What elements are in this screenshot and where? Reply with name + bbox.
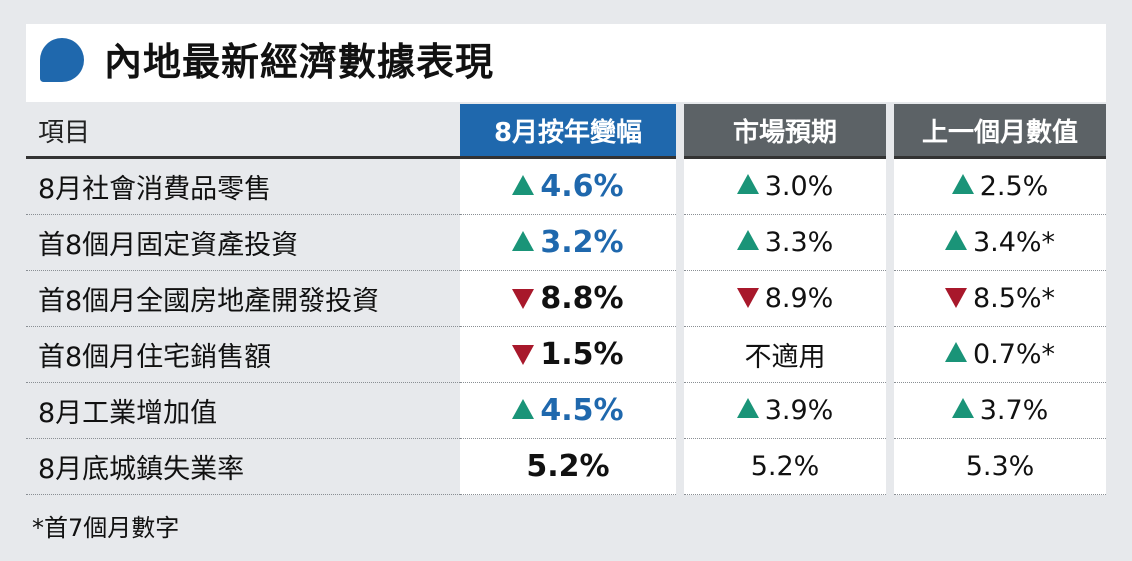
cell-value: 3.0% [764,171,834,202]
market-expectation-cell: 8.9% [680,270,894,327]
up-arrow-icon [512,175,535,195]
cell-value: 4.5% [540,393,624,428]
table-row: 8月社會消費品零售 4.6% 3.0% 2.5% [26,157,1106,215]
cell-value: 5.2% [526,449,610,484]
yoy-change-cell: 4.6% [460,157,684,215]
row-label: 首8個月住宅銷售額 [26,326,460,383]
market-expectation-cell: 3.9% [680,382,894,439]
cell-value: 不適用 [744,342,826,373]
table-header-row: 項目 8月按年變幅 市場預期 上一個月數值 [26,104,1106,159]
up-arrow-icon [951,174,974,194]
header-yoy-change: 8月按年變幅 [460,104,684,159]
table-row: 8月工業增加值 4.5% 3.9% 3.7% [26,382,1106,439]
yoy-change-cell: 3.2% [460,214,684,271]
cell-value: 3.9% [764,395,834,426]
previous-month-cell: 5.3% [890,438,1106,495]
row-label: 8月社會消費品零售 [26,157,460,215]
yoy-change-cell: 5.2% [460,438,684,495]
row-label: 8月工業增加值 [26,382,460,439]
cell-value: 8.8% [540,281,624,316]
table-row: 首8個月全國房地產開發投資 8.8% 8.9% 8.5%* [26,270,1106,327]
footnote: *首7個月數字 [32,514,180,542]
previous-month-cell: 2.5% [890,157,1106,215]
economic-data-table: 項目 8月按年變幅 市場預期 上一個月數值 8月社會消費品零售 4.6% 3.0% 2… [26,104,1106,495]
title-bar: 內地最新經濟數據表現 [26,24,1106,102]
up-arrow-icon [944,230,967,250]
row-label: 首8個月固定資產投資 [26,214,460,271]
yoy-change-cell: 8.8% [460,270,684,327]
down-arrow-icon [512,345,535,365]
cell-value: 8.9% [764,283,834,314]
table-row: 8月底城鎮失業率 5.2% 5.2% 5.3% [26,438,1106,495]
down-arrow-icon [736,288,759,308]
up-arrow-icon [736,230,759,250]
cell-value: 5.2% [750,451,820,482]
cell-value: 5.3% [965,451,1035,482]
cell-value: 3.3% [764,227,834,258]
header-item: 項目 [26,104,460,159]
header-previous-month: 上一個月數值 [890,104,1106,159]
previous-month-cell: 3.7% [890,382,1106,439]
cell-value: 8.5%* [972,283,1056,314]
cell-value: 0.7%* [972,339,1056,370]
cell-value: 1.5% [540,337,624,372]
page-title: 內地最新經濟數據表現 [104,39,495,84]
down-arrow-icon [512,289,535,309]
header-market-expectation: 市場預期 [680,104,894,159]
cell-value: 3.7% [979,395,1049,426]
down-arrow-icon [944,288,967,308]
cell-value: 4.6% [540,169,624,204]
up-arrow-icon [736,398,759,418]
up-arrow-icon [951,398,974,418]
speech-bubble-icon [40,38,84,82]
up-arrow-icon [944,342,967,362]
market-expectation-cell: 3.0% [680,157,894,215]
up-arrow-icon [736,174,759,194]
cell-value: 3.4%* [972,227,1056,258]
yoy-change-cell: 1.5% [460,326,684,383]
market-expectation-cell: 5.2% [680,438,894,495]
previous-month-cell: 0.7%* [890,326,1106,383]
yoy-change-cell: 4.5% [460,382,684,439]
up-arrow-icon [512,231,535,251]
previous-month-cell: 3.4%* [890,214,1106,271]
row-label: 8月底城鎮失業率 [26,438,460,495]
cell-value: 2.5% [979,171,1049,202]
table-row: 首8個月固定資產投資 3.2% 3.3% 3.4%* [26,214,1106,271]
cell-value: 3.2% [540,225,624,260]
up-arrow-icon [512,399,535,419]
market-expectation-cell: 不適用 [680,326,894,383]
row-label: 首8個月全國房地產開發投資 [26,270,460,327]
table-row: 首8個月住宅銷售額 1.5% 不適用 0.7%* [26,326,1106,383]
previous-month-cell: 8.5%* [890,270,1106,327]
market-expectation-cell: 3.3% [680,214,894,271]
